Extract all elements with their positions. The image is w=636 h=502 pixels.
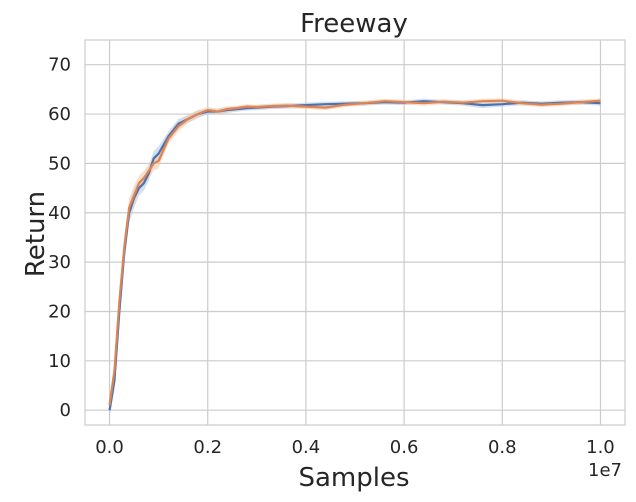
- x-tick-label: 0.6: [390, 437, 419, 458]
- x-tick-label: 0.4: [292, 437, 321, 458]
- x-tick-label: 1.0: [586, 437, 615, 458]
- series-1-line: [108, 100, 601, 411]
- y-tick-label: 50: [48, 153, 71, 174]
- y-tick-label: 30: [48, 252, 71, 273]
- series-1-band: [109, 98, 601, 418]
- x-tick-label: 0.0: [95, 437, 124, 458]
- chart-title: Freeway: [300, 9, 408, 39]
- y-tick-label: 40: [48, 203, 71, 224]
- y-axis-label: Return: [21, 191, 51, 277]
- y-tick-label: 10: [48, 351, 71, 372]
- x-tick-labels: 0.0 0.2 0.4 0.6 0.8 1.0: [95, 437, 615, 458]
- confidence-bands: [109, 98, 601, 418]
- y-tick-label: 70: [48, 55, 71, 76]
- series-2-line: [108, 99, 601, 406]
- x-axis-label: Samples: [298, 463, 409, 493]
- series-2-band: [109, 98, 601, 413]
- x-tick-label: 0.2: [193, 437, 222, 458]
- series-lines: [108, 99, 601, 411]
- x-axis-offset: 1e7: [588, 460, 622, 481]
- y-tick-label: 0: [60, 400, 71, 421]
- grid: [85, 40, 625, 425]
- y-tick-labels: 0 10 20 30 40 50 60 70: [48, 55, 71, 422]
- plot-frame: [84, 39, 626, 426]
- y-tick-label: 60: [48, 104, 71, 125]
- x-tick-label: 0.8: [488, 437, 517, 458]
- y-tick-label: 20: [48, 301, 71, 322]
